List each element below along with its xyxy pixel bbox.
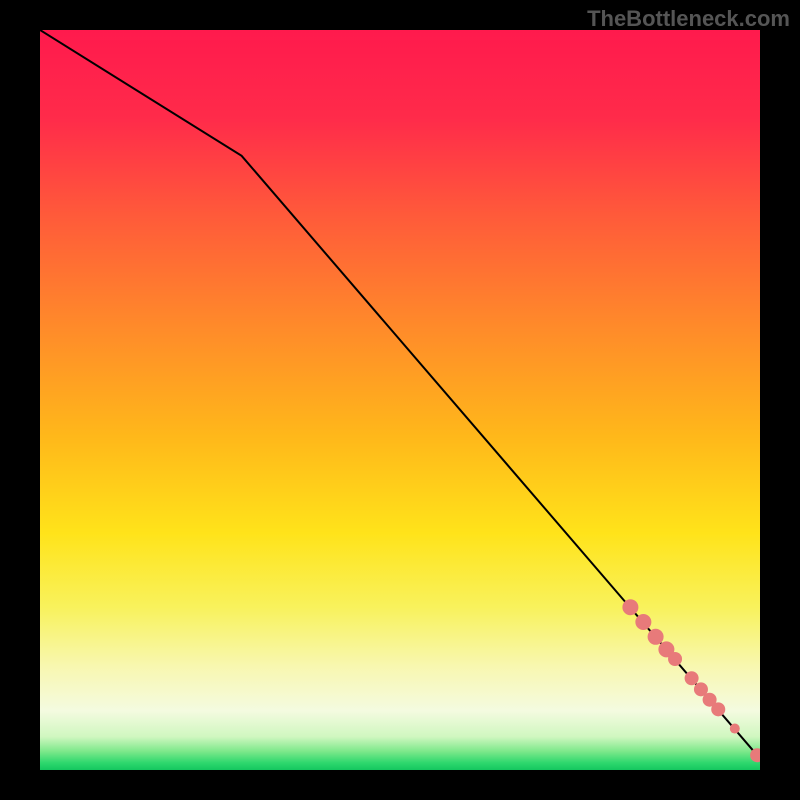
data-marker <box>668 652 682 666</box>
plot-svg <box>40 30 760 770</box>
data-marker <box>711 702 725 716</box>
data-marker <box>648 629 664 645</box>
data-marker <box>730 724 740 734</box>
chart-container: TheBottleneck.com <box>0 0 800 800</box>
data-marker <box>622 599 638 615</box>
data-marker <box>635 614 651 630</box>
gradient-background <box>40 30 760 770</box>
watermark-text: TheBottleneck.com <box>587 6 790 32</box>
plot-area <box>40 30 760 770</box>
data-marker <box>685 671 699 685</box>
